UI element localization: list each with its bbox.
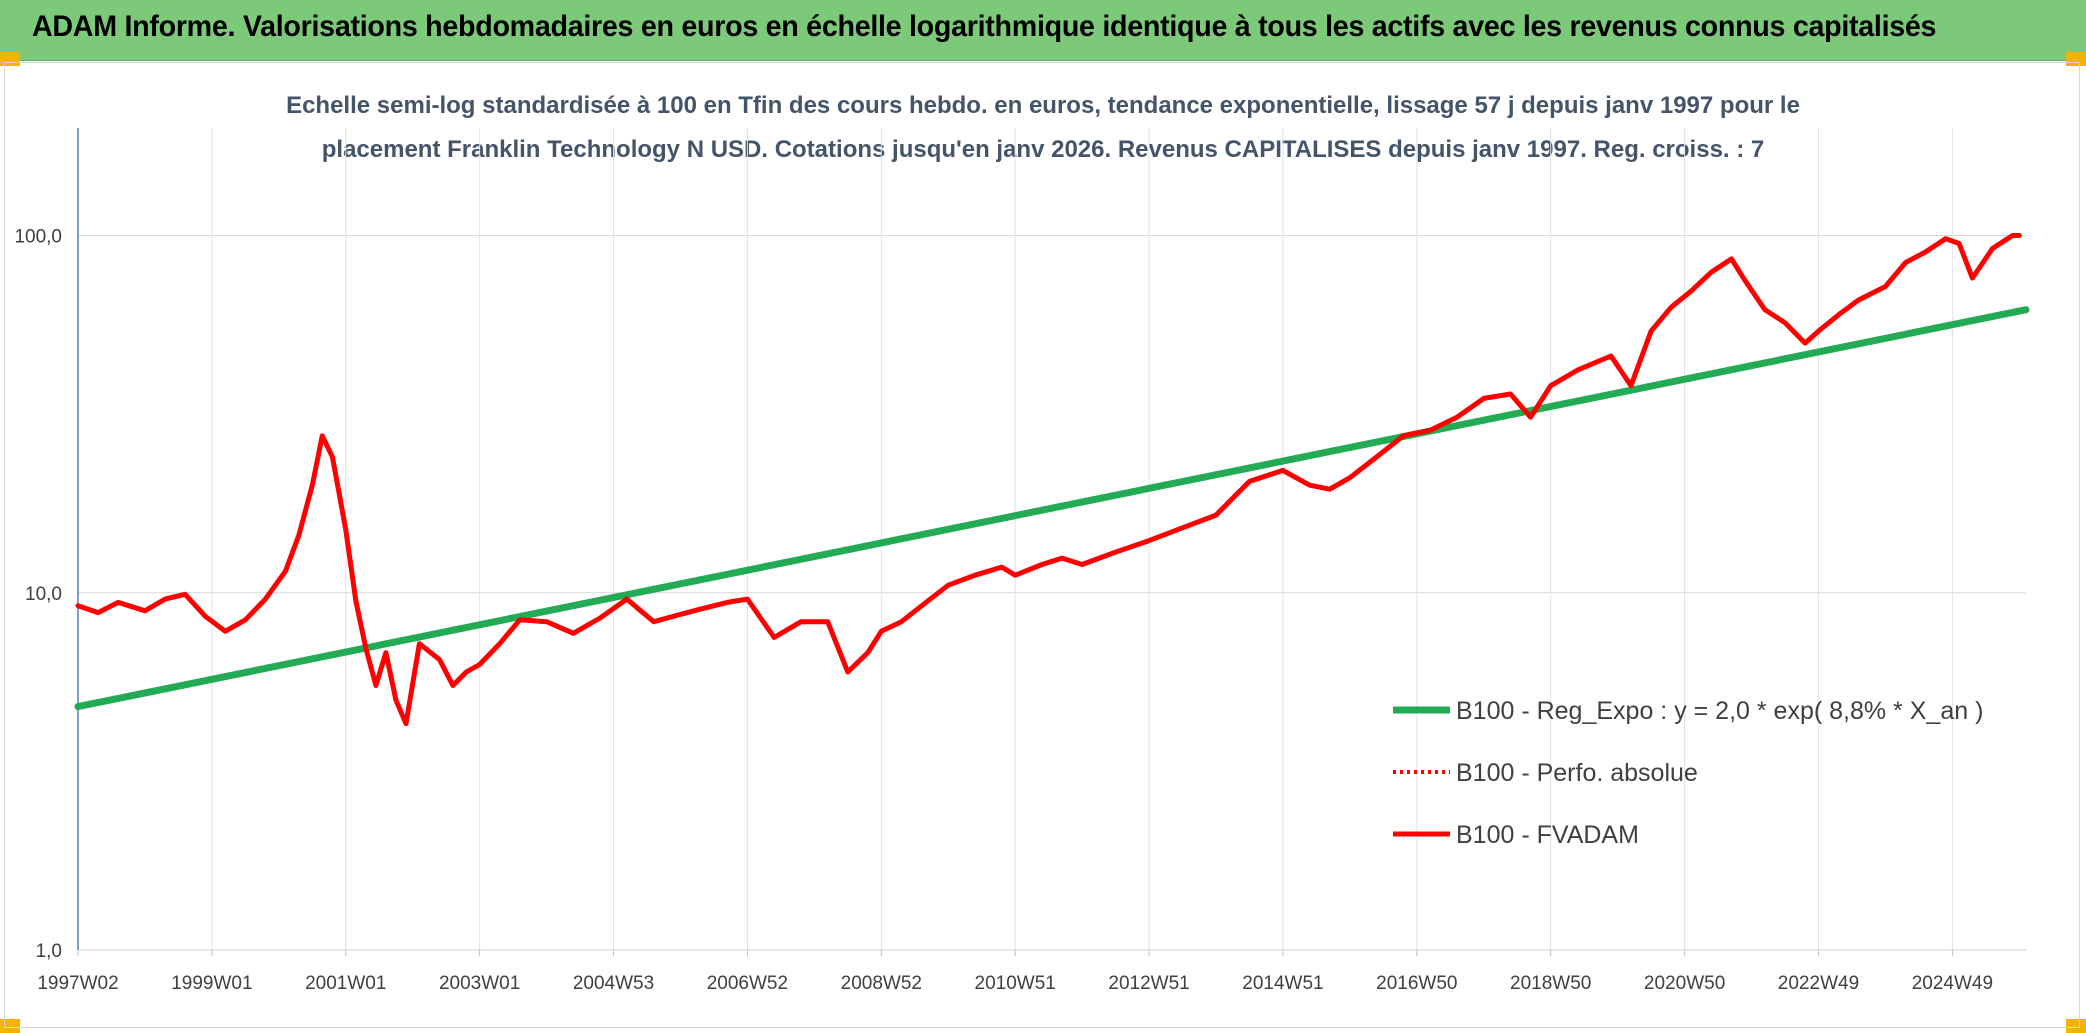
corner-accent-bottom-left	[0, 1019, 20, 1033]
x-tick-label: 1997W02	[37, 973, 118, 994]
chart-subtitle-line-2: placement Franklin Technology N USD. Cot…	[322, 136, 1765, 163]
legend-label-1: B100 - Perfo. absolue	[1456, 759, 1698, 787]
y-tick-label: 10,0	[25, 584, 62, 605]
legend-label-0: B100 - Reg_Expo : y = 2,0 * exp( 8,8% * …	[1456, 697, 1983, 725]
x-tick-label: 2003W01	[439, 973, 520, 994]
x-tick-label: 2008W52	[841, 973, 922, 994]
series-line-0	[74, 306, 2030, 711]
x-tick-label: 2024W49	[1912, 973, 1993, 994]
series-line-2	[75, 233, 2022, 727]
series-layer	[74, 233, 2030, 727]
x-tick-label: 1999W01	[171, 973, 252, 994]
x-tick-label: 2001W01	[305, 973, 386, 994]
x-tick-label: 2018W50	[1510, 973, 1591, 994]
x-axis-ticks: 1997W02 1999W01 2001W01 2003W01 2004W53 2006W…	[37, 950, 1993, 994]
chart-frame	[4, 62, 2080, 1028]
x-tick-label: 2010W51	[975, 973, 1056, 994]
chart-subtitle-line-1: Echelle semi-log standardisée à 100 en T…	[286, 92, 1800, 119]
y-axis-ticks: 100,0 10,0 1,0	[14, 227, 62, 962]
x-tick-label: 2016W50	[1376, 973, 1457, 994]
x-tick-label: 2006W52	[707, 973, 788, 994]
x-tick-label: 2004W53	[573, 973, 654, 994]
legend: B100 - Reg_Expo : y = 2,0 * exp( 8,8% * …	[1393, 697, 1983, 849]
grid-lines	[77, 128, 2026, 950]
legend-label-2: B100 - FVADAM	[1456, 821, 1639, 849]
report-title: ADAM Informe. Valorisations hebdomadaire…	[32, 10, 1937, 43]
header-bar: ADAM Informe. Valorisations hebdomadaire…	[0, 0, 2086, 61]
corner-accent-bottom-right	[2066, 1019, 2086, 1033]
x-tick-label: 2020W50	[1644, 973, 1725, 994]
x-tick-label: 2012W51	[1108, 973, 1189, 994]
x-tick-label: 2022W49	[1778, 973, 1859, 994]
x-tick-label: 2014W51	[1242, 973, 1323, 994]
y-tick-label: 1,0	[36, 941, 62, 962]
y-tick-label: 100,0	[14, 227, 62, 248]
